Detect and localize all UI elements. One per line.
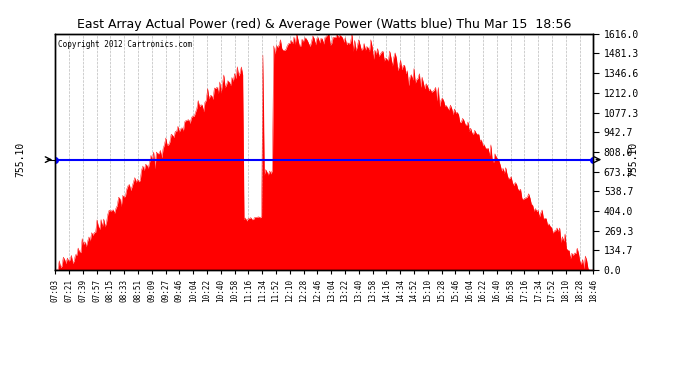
Text: 755.10: 755.10: [629, 142, 639, 177]
Text: 755.10: 755.10: [15, 142, 26, 177]
Text: Copyright 2012 Cartronics.com: Copyright 2012 Cartronics.com: [58, 40, 192, 49]
Title: East Array Actual Power (red) & Average Power (Watts blue) Thu Mar 15  18:56: East Array Actual Power (red) & Average …: [77, 18, 571, 31]
